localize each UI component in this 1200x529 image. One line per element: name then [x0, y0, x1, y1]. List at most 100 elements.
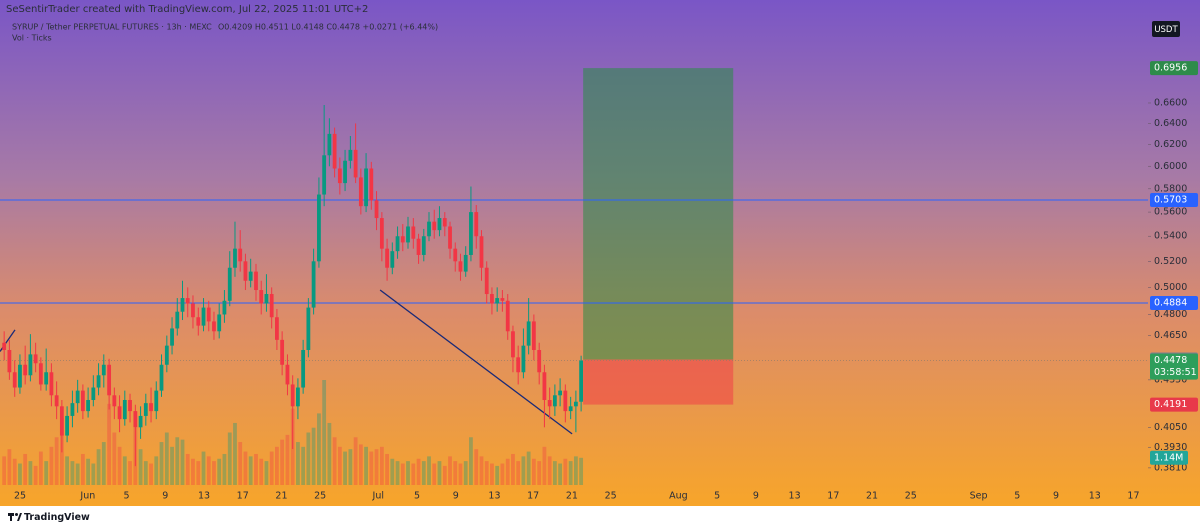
volume-bar: [285, 434, 290, 485]
volume-bar: [49, 446, 54, 485]
candle-body: [547, 399, 552, 407]
candle-body: [49, 372, 54, 396]
volume-bar: [80, 453, 85, 485]
x-tick-label: 17: [827, 491, 839, 502]
volume-bar: [573, 456, 578, 485]
volume-bar: [254, 453, 258, 485]
x-tick-label: 5: [714, 491, 720, 502]
target-zone: [583, 68, 734, 360]
y-tick-label: 0.5000: [1154, 282, 1187, 293]
volume-bar: [516, 461, 521, 485]
volume-bar: [191, 458, 195, 485]
candle-body: [86, 399, 91, 412]
hline-label: 0.4884: [1154, 297, 1187, 308]
volume-bar: [306, 432, 311, 485]
candle-body: [521, 345, 526, 373]
volume-bar: [112, 432, 117, 485]
x-tick-label: 17: [1127, 491, 1139, 502]
volume-bar: [128, 461, 132, 485]
candle-body: [28, 354, 33, 376]
candle-body: [327, 133, 332, 156]
candle-body: [406, 226, 410, 243]
volume-bar: [143, 461, 148, 485]
volume-bar: [311, 427, 316, 485]
x-tick-label: 25: [314, 491, 326, 502]
stop-label-box: [1150, 397, 1198, 412]
volume-bar: [474, 449, 479, 485]
y-tick-label: 0.5800: [1154, 183, 1187, 194]
y-tick-label: 0.3810: [1154, 462, 1187, 473]
x-tick-label: 5: [124, 491, 130, 502]
candle-body: [243, 261, 248, 281]
volume-bar: [495, 465, 500, 485]
volume-bar: [542, 446, 547, 485]
candle-body: [348, 149, 353, 161]
candle-body: [112, 395, 117, 407]
candle-body: [411, 226, 416, 239]
x-tick-label: 25: [14, 491, 26, 502]
volume-bar: [280, 439, 285, 485]
candle-body: [322, 155, 327, 195]
y-tick-label: 0.4050: [1154, 422, 1187, 433]
volume-bar: [259, 458, 264, 485]
volume-bar: [164, 432, 169, 485]
volume-bar: [12, 458, 17, 485]
volume-bar: [212, 461, 216, 485]
candle-body: [448, 226, 452, 249]
candle-body: [542, 372, 547, 400]
x-tick-label: 17: [237, 491, 249, 502]
candle-body: [170, 328, 174, 346]
candle-body: [531, 321, 536, 350]
volume-bar: [75, 463, 80, 485]
volume-bar: [248, 456, 253, 485]
y-tick-label: 0.4800: [1154, 309, 1187, 320]
volume-bar: [233, 422, 237, 485]
y-tick-label: 0.5400: [1154, 231, 1187, 242]
stop-zone: [583, 359, 734, 405]
candle-body: [54, 395, 59, 407]
hline-label: 0.5703: [1154, 194, 1187, 205]
volume-bar: [149, 463, 153, 485]
candle-body: [254, 271, 258, 291]
candle-body: [343, 160, 347, 184]
candle-body: [75, 390, 80, 404]
candle-body: [421, 236, 426, 255]
volume-bar: [437, 461, 442, 485]
volume-bar: [70, 461, 75, 485]
candle-body: [206, 307, 211, 322]
volume-label: 1.14M: [1154, 452, 1183, 463]
volume-bar: [180, 439, 185, 485]
candle-body: [96, 375, 101, 388]
candle-body: [437, 218, 442, 231]
candle-body: [416, 238, 421, 255]
x-tick-label: 13: [488, 491, 500, 502]
volume-bar: [96, 449, 101, 485]
candle-body: [122, 399, 127, 420]
volume-bar: [185, 453, 190, 485]
currency: USDT: [1154, 25, 1178, 35]
footer-logo: [8, 513, 22, 521]
volume-bar: [101, 442, 106, 485]
volume-bar: [65, 456, 69, 485]
candle-body: [306, 307, 311, 350]
candle-body: [537, 349, 542, 373]
volume-bar: [206, 456, 211, 485]
candle-body: [149, 403, 153, 412]
candle-body: [159, 364, 164, 391]
x-tick-label: 25: [905, 491, 917, 502]
hline-label-box: [1150, 192, 1198, 207]
x-tick-label: 9: [1053, 491, 1059, 502]
symbol: SYRUP / Tether PERPETUAL FUTURES · 13h ·…: [12, 23, 212, 32]
volume-bar: [521, 456, 526, 485]
candle-body: [500, 298, 505, 301]
volume-bar: [505, 458, 510, 485]
y-tick-label: 0.4350: [1154, 374, 1187, 385]
volume-bar: [196, 461, 201, 485]
candle-body: [311, 261, 316, 308]
candle-body: [107, 364, 112, 396]
candle-body: [38, 363, 43, 385]
volume-bar: [406, 461, 410, 485]
volume-bar: [175, 437, 180, 485]
candle-body: [191, 303, 195, 318]
x-tick-label: Jul: [372, 491, 384, 502]
